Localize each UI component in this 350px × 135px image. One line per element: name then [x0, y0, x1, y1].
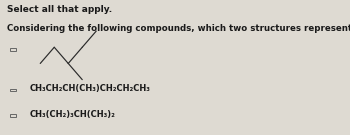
Bar	[10, 89, 16, 91]
Bar	[10, 48, 16, 51]
Text: CH₃CH₂CH(CH₃)CH₂CH₂CH₃: CH₃CH₂CH(CH₃)CH₂CH₂CH₃	[30, 84, 150, 93]
Text: CH₃(CH₂)₃CH(CH₃)₂: CH₃(CH₂)₃CH(CH₃)₂	[30, 110, 116, 119]
Text: Select all that apply.: Select all that apply.	[7, 5, 112, 14]
Bar	[10, 114, 16, 117]
Text: Considering the following compounds, which two structures represent the same com: Considering the following compounds, whi…	[7, 24, 350, 33]
